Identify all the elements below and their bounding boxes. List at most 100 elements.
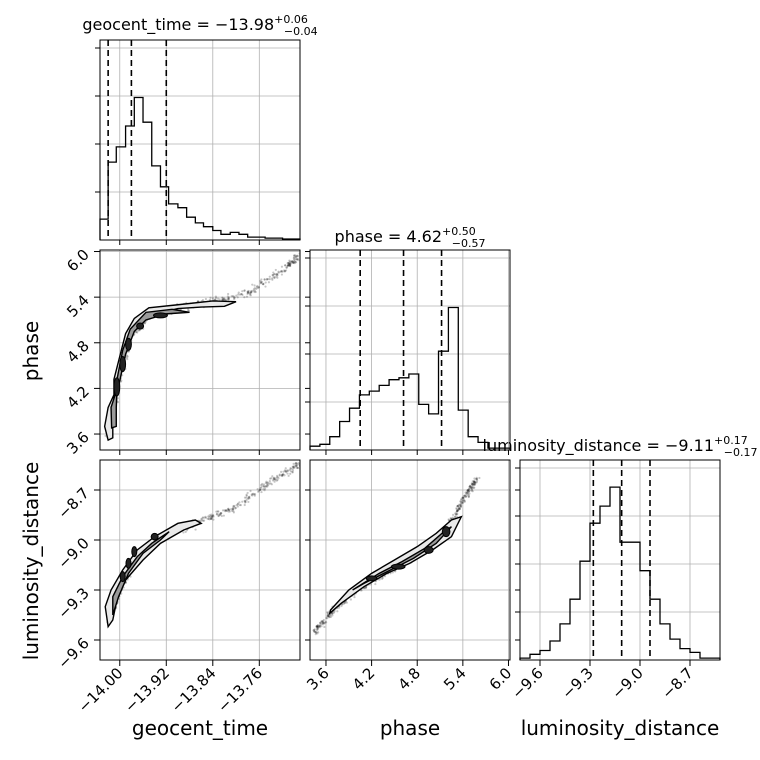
scatter-point xyxy=(223,297,226,300)
scatter-point xyxy=(268,482,271,485)
scatter-point xyxy=(208,298,211,302)
scatter-point xyxy=(224,510,227,513)
scatter-point xyxy=(321,620,324,623)
scatter-point xyxy=(253,284,256,287)
scatter-point xyxy=(328,615,331,619)
scatter-point xyxy=(278,473,281,476)
scatter-point xyxy=(291,467,294,470)
scatter-point xyxy=(201,517,204,520)
scatter-point xyxy=(204,297,207,301)
scatter-point xyxy=(227,508,230,511)
scatter-point xyxy=(473,483,476,486)
histogram-phase xyxy=(309,306,511,450)
ytick-label-phase-2: 4.8 xyxy=(63,337,93,367)
scatter-point xyxy=(475,481,478,484)
scatter-point xyxy=(186,308,190,312)
scatter-point xyxy=(473,486,476,489)
scatter-point xyxy=(470,482,473,485)
scatter-point xyxy=(227,507,230,510)
scatter-point xyxy=(286,469,289,472)
density-peak-0-3 xyxy=(119,355,127,373)
scatter-point xyxy=(365,586,368,589)
scatter-point xyxy=(211,297,215,300)
scatter-point xyxy=(276,478,279,481)
scatter-point xyxy=(212,513,215,517)
ytick-label-luminosity-distance-3: −8.7 xyxy=(54,484,92,522)
scatter-point xyxy=(227,292,230,296)
scatter-point xyxy=(127,350,130,353)
scatter-point xyxy=(469,485,472,488)
scatter-point xyxy=(215,510,218,513)
scatter-point xyxy=(464,495,468,498)
scatter-point xyxy=(320,620,323,623)
scatter-point xyxy=(457,509,460,512)
scatter-point xyxy=(461,496,464,499)
scatter-point xyxy=(466,489,469,492)
xlabel-luminosity-distance: luminosity_distance xyxy=(521,716,720,740)
scatter-point xyxy=(344,601,347,604)
ytick-label-phase-3: 5.4 xyxy=(63,291,93,321)
scatter-point xyxy=(246,292,249,295)
scatter-point xyxy=(462,496,465,499)
scatter-point xyxy=(296,255,299,258)
scatter-point xyxy=(475,477,479,480)
scatter-point xyxy=(292,465,295,468)
scatter-point xyxy=(294,261,297,264)
scatter-point xyxy=(463,500,466,503)
scatter-point xyxy=(285,470,288,473)
scatter-point xyxy=(260,490,263,494)
scatter-point xyxy=(247,291,250,294)
scatter-point xyxy=(210,516,213,519)
scatter-point xyxy=(320,622,324,625)
scatter-point xyxy=(322,623,325,626)
density-peak-2-1 xyxy=(390,563,406,570)
scatter-point xyxy=(203,516,206,519)
scatter-point xyxy=(240,292,243,296)
scatter-point xyxy=(293,261,296,265)
scatter-point xyxy=(295,255,298,259)
scatter-point xyxy=(449,516,452,520)
scatter-point xyxy=(467,494,470,497)
scatter-point xyxy=(292,462,295,465)
scatter-point xyxy=(289,472,292,475)
scatter-point xyxy=(125,354,129,357)
scatter-point xyxy=(287,263,290,267)
scatter-point xyxy=(217,514,220,518)
scatter-point xyxy=(294,261,298,264)
scatter-point xyxy=(463,494,467,497)
scatter-point xyxy=(272,275,275,278)
scatter-point xyxy=(461,500,464,503)
histogram-luminosity-distance xyxy=(519,486,721,660)
scatter-point xyxy=(460,501,463,504)
scatter-point xyxy=(326,613,330,616)
scatter-point xyxy=(246,491,249,495)
scatter-point xyxy=(345,601,348,604)
scatter-point xyxy=(294,462,297,465)
scatter-point xyxy=(136,331,139,334)
scatter-point xyxy=(322,618,325,622)
scatter-point xyxy=(232,510,235,513)
scatter-point xyxy=(470,486,473,489)
scatter-point xyxy=(297,462,300,465)
scatter-point xyxy=(232,507,235,511)
scatter-point xyxy=(209,517,212,520)
scatter-point xyxy=(250,289,253,293)
scatter-point xyxy=(224,509,228,512)
scatter-point xyxy=(459,500,462,503)
scatter-point xyxy=(454,513,457,516)
scatter-point xyxy=(245,494,248,497)
scatter-point xyxy=(227,509,231,512)
xtick-label-phase-3: 5.4 xyxy=(440,664,470,694)
scatter-point xyxy=(202,519,206,522)
scatter-point xyxy=(230,508,233,511)
scatter-point xyxy=(316,626,319,630)
scatter-point xyxy=(319,623,322,626)
scatter-point xyxy=(296,466,299,469)
scatter-point xyxy=(456,512,459,516)
scatter-point xyxy=(209,515,212,518)
scatter-point xyxy=(455,510,458,514)
scatter-point xyxy=(289,466,292,470)
scatter-point xyxy=(243,496,247,499)
density-2 xyxy=(312,476,481,636)
scatter-point xyxy=(297,259,300,262)
